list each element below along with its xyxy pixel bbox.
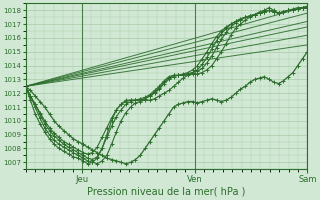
X-axis label: Pression niveau de la mer( hPa ): Pression niveau de la mer( hPa ) — [87, 187, 246, 197]
